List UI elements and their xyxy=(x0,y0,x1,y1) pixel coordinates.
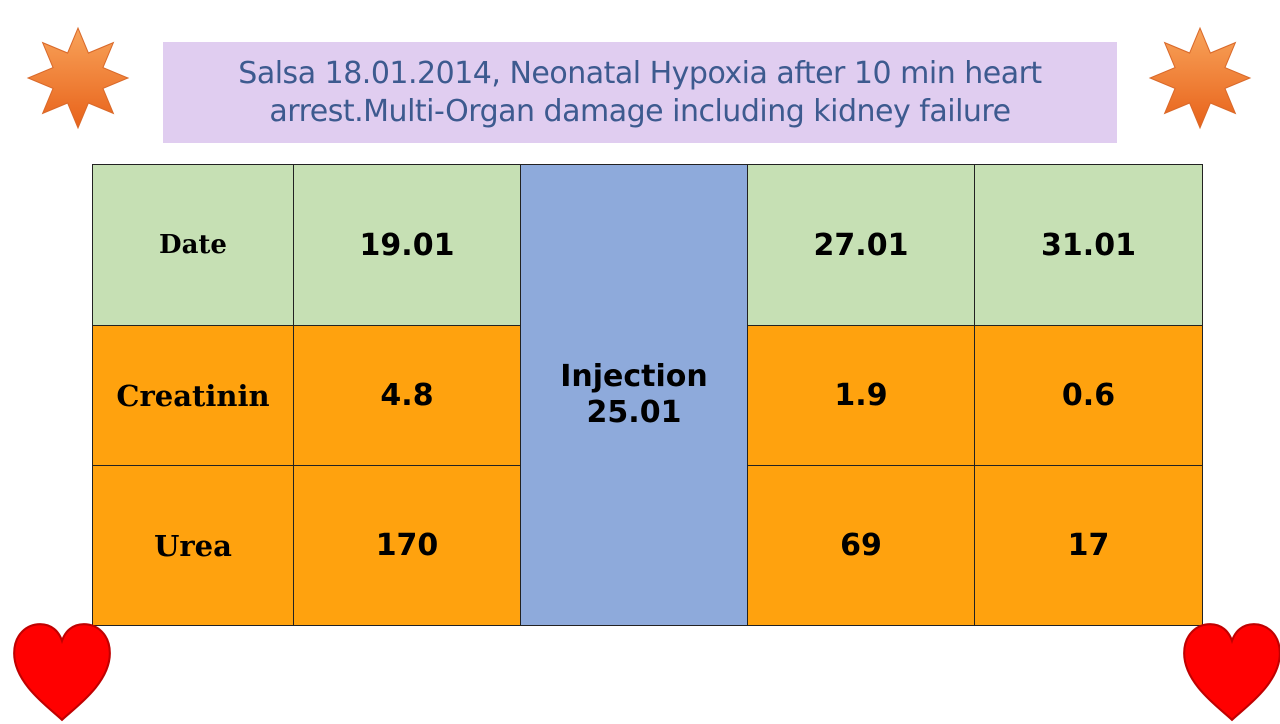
value-cell: 0.6 xyxy=(974,325,1203,466)
date-label-cell: Date xyxy=(92,164,294,326)
injection-cell: Injection 25.01 xyxy=(520,164,748,626)
title-banner: Salsa 18.01.2014, Neonatal Hypoxia after… xyxy=(163,42,1117,143)
heart-icon xyxy=(1183,623,1280,722)
value-cell: 69 xyxy=(747,465,975,626)
row-label-creatinin: Creatinin xyxy=(92,325,294,466)
table-row: Urea 170 69 17 xyxy=(92,465,1203,626)
title-line-2: arrest.Multi-Organ damage including kidn… xyxy=(269,93,1011,129)
date-cell: 31.01 xyxy=(974,164,1203,326)
lab-results-table: Date 19.01 Injection 25.01 27.01 31.01 C… xyxy=(92,164,1203,626)
table-header-row: Date 19.01 Injection 25.01 27.01 31.01 xyxy=(92,164,1203,626)
heart-icon xyxy=(13,623,111,722)
star-icon xyxy=(1148,26,1252,130)
slide-title: Salsa 18.01.2014, Neonatal Hypoxia after… xyxy=(238,55,1042,131)
value-cell: 4.8 xyxy=(293,325,521,466)
title-line-1: Salsa 18.01.2014, Neonatal Hypoxia after… xyxy=(238,55,1042,91)
value-cell: 170 xyxy=(293,465,521,626)
value-cell: 17 xyxy=(974,465,1203,626)
date-cell: 27.01 xyxy=(747,164,975,326)
row-label-urea: Urea xyxy=(92,465,294,626)
date-cell: 19.01 xyxy=(293,164,521,326)
value-cell: 1.9 xyxy=(747,325,975,466)
injection-label: Injection xyxy=(560,359,708,394)
star-icon xyxy=(26,26,130,130)
injection-date: 25.01 xyxy=(586,395,682,430)
table-row: Creatinin 4.8 1.9 0.6 xyxy=(92,325,1203,466)
